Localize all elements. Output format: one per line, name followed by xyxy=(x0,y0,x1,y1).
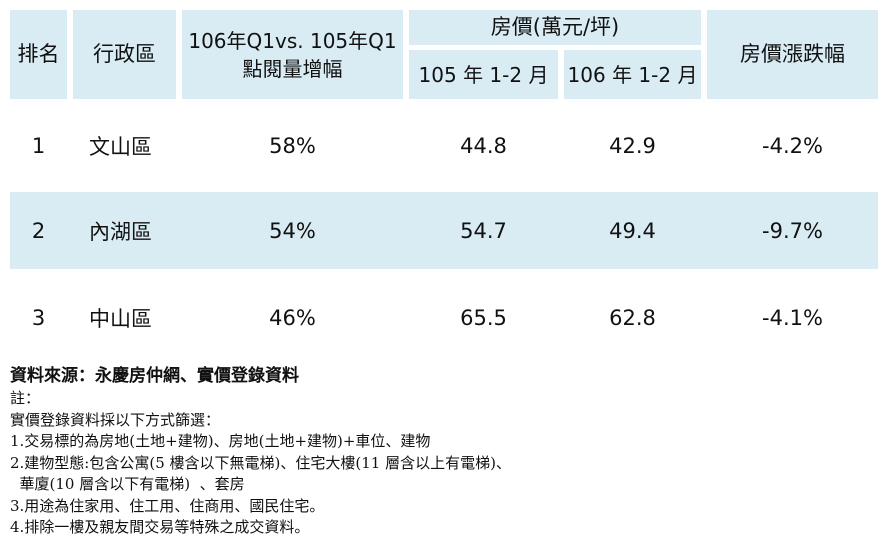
district-cell: 中山區 xyxy=(89,306,152,331)
note-line: 實價登錄資料採以下方式篩選： xyxy=(10,410,221,429)
price-105-cell: 65.5 xyxy=(460,305,507,330)
header-view-growth-line1: 106年Q1vs. 105年Q1 xyxy=(188,28,397,53)
header-price-group: 房價(萬元/坪) xyxy=(409,10,701,45)
district-cell: 內湖區 xyxy=(89,219,152,244)
rank-cell: 1 xyxy=(31,133,46,158)
price-106-cell: 42.9 xyxy=(609,133,656,158)
price-106-cell: 62.8 xyxy=(609,305,656,330)
row-band xyxy=(10,192,878,269)
price-105-cell: 54.7 xyxy=(460,218,507,243)
price-change-cell: -4.1% xyxy=(762,305,823,330)
rank-cell: 2 xyxy=(31,218,46,243)
district-cell: 文山區 xyxy=(89,134,152,159)
rank-cell: 3 xyxy=(31,305,46,330)
note-line: 1.交易標的為房地(土地+建物)、房地(土地+建物)+車位、建物 xyxy=(10,432,431,450)
view-growth-cell: 54% xyxy=(269,218,316,243)
header-view-growth-line2: 點閱量增幅 xyxy=(242,56,343,81)
note-line: 註： xyxy=(10,389,41,407)
header-price-105: 105 年 1-2 月 xyxy=(409,50,558,99)
view-growth-cell: 46% xyxy=(269,305,316,330)
note-line: 2.建物型態:包含公寓(5 樓含以下無電梯)、住宅大樓(11 層含以上有電梯)、 xyxy=(10,453,511,472)
header-price-change: 房價漲跌幅 xyxy=(707,10,878,99)
price-105-cell: 44.8 xyxy=(460,133,507,158)
header-price-106: 106 年 1-2 月 xyxy=(564,50,701,99)
note-line: 3.用途為住家用、住工用、住商用、國民住宅。 xyxy=(10,496,325,515)
source-note: 資料來源：永慶房仲網、實價登錄資料 xyxy=(10,366,299,386)
note-line: 華廈(10 層含以下有電梯) 、套房 xyxy=(10,475,245,493)
view-growth-cell: 58% xyxy=(269,133,316,158)
header-rank: 排名 xyxy=(10,10,67,99)
header-view-growth: 106年Q1vs. 105年Q1 點閱量增幅 xyxy=(182,10,403,99)
note-line: 4.排除一樓及親友間交易等特殊之成交資料。 xyxy=(10,518,310,536)
notes-section: 資料來源：永慶房仲網、實價登錄資料 註： 實價登錄資料採以下方式篩選： 1.交易… xyxy=(10,364,880,539)
price-change-cell: -9.7% xyxy=(762,218,823,243)
price-106-cell: 49.4 xyxy=(609,218,656,243)
header-district: 行政區 xyxy=(73,10,176,99)
price-change-cell: -4.2% xyxy=(762,133,823,158)
